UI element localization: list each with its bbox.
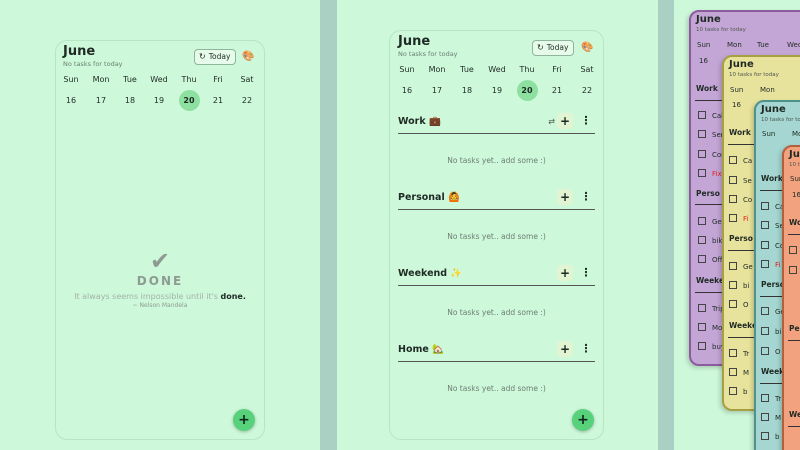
empty-message: No tasks yet.. add some :)	[447, 308, 546, 317]
day-mon[interactable]: Mon 17	[428, 65, 446, 95]
day-fri[interactable]: Fri 21	[212, 75, 224, 105]
day-fri[interactable]: Fri 21	[551, 65, 563, 95]
section-home: Home 🏡 + ⋮ No tasks yet.. add some :)	[398, 340, 595, 410]
task-item[interactable]: Fi	[729, 214, 748, 223]
more-menu-icon[interactable]: ⋮	[580, 114, 592, 127]
day-wed[interactable]: Wed 19	[150, 75, 168, 105]
add-button[interactable]: +	[557, 341, 573, 357]
done-label: DONE	[136, 274, 184, 288]
done-message: ✔ DONE It always seems impossible until …	[56, 249, 264, 309]
section-title: Personal 🙆	[398, 192, 460, 203]
today-button[interactable]: ↻ Today	[194, 49, 237, 65]
section-weekend: Weekend ✨ + ⋮ No tasks yet.. add some :)	[398, 264, 595, 334]
task-item[interactable]: O	[761, 347, 781, 356]
day-mon[interactable]: Mon 17	[92, 75, 110, 105]
right-theme-stack: June 10 tasks for today SunMonTueWed 16 …	[674, 0, 800, 450]
selected-date: 20	[516, 80, 538, 101]
task-item[interactable]: Se	[729, 176, 752, 185]
week-strip: Sun 16 Mon 17 Tue 18 Wed 19 Thu 20 Fri 21 Sat 2…	[392, 62, 602, 102]
task-item[interactable]: Fi	[761, 260, 780, 269]
selected-date: 20	[178, 90, 200, 111]
checkmark-icon: ✔	[149, 247, 171, 275]
calendar-card: June No tasks for today ↻ Today 🎨 Sun 16 M…	[55, 40, 265, 440]
section-work: Work 💼 ⇄ + ⋮ No tasks yet.. add some :)	[398, 112, 595, 182]
task-item[interactable]: b	[761, 432, 779, 441]
add-task-fab[interactable]: +	[572, 409, 594, 431]
task-item[interactable]: Fix	[698, 169, 722, 178]
empty-message: No tasks yet.. add some :)	[447, 384, 546, 393]
orange-theme-card: June 10 tasks for today Sun 16 Work Pers…	[782, 145, 800, 450]
task-item[interactable]: Mo	[698, 323, 722, 332]
task-item[interactable]: bi	[729, 281, 749, 290]
quote-author: ~ Nelson Mandela	[132, 302, 188, 309]
task-item[interactable]: O	[729, 300, 749, 309]
empty-message: No tasks yet.. add some :)	[447, 156, 546, 165]
task-item[interactable]: bik	[698, 236, 722, 245]
day-tue[interactable]: Tue 18	[123, 75, 137, 105]
palette-icon[interactable]: 🎨	[242, 51, 255, 62]
section-title: Weekend ✨	[398, 268, 463, 279]
task-item[interactable]: Ca	[729, 156, 752, 165]
task-item[interactable]: Ge	[761, 307, 785, 316]
task-item[interactable]: M	[761, 413, 781, 422]
task-item[interactable]: Ca	[761, 202, 784, 211]
task-item[interactable]: Tr	[729, 349, 749, 358]
refresh-icon: ↻	[199, 52, 206, 61]
add-button[interactable]: +	[557, 265, 573, 281]
more-menu-icon[interactable]: ⋮	[580, 342, 592, 355]
task-item[interactable]: Ge	[729, 262, 753, 271]
more-menu-icon[interactable]: ⋮	[580, 266, 592, 279]
left-phone-screen: June No tasks for today ↻ Today 🎨 Sun 16 M…	[0, 0, 320, 450]
day-thu[interactable]: Thu 20	[512, 62, 542, 102]
day-sun[interactable]: Sun 16	[399, 65, 415, 95]
task-item[interactable]: Se	[761, 221, 784, 230]
task-item[interactable]: Sen	[698, 130, 725, 139]
task-item[interactable]: M	[729, 368, 749, 377]
add-button[interactable]: +	[557, 113, 573, 129]
more-menu-icon[interactable]: ⋮	[580, 190, 592, 203]
task-item[interactable]: Off	[698, 255, 722, 264]
day-sat[interactable]: Sat 22	[240, 75, 254, 105]
task-item[interactable]: Tr	[761, 394, 781, 403]
week-strip: Sun 16 Mon 17 Tue 18 Wed 19 Thu 20 Fri 21 Sat 2…	[56, 72, 262, 112]
refresh-icon: ↻	[537, 43, 544, 52]
day-sun[interactable]: Sun 16	[63, 75, 79, 105]
quote: It always seems impossible until it's do…	[74, 292, 246, 301]
task-item[interactable]	[789, 266, 800, 275]
task-item[interactable]: Cor	[698, 150, 724, 159]
empty-message: No tasks yet.. add some :)	[447, 232, 546, 241]
palette-icon[interactable]: 🎨	[581, 42, 594, 53]
section-title: Home 🏡	[398, 344, 444, 355]
task-item[interactable]	[789, 246, 800, 255]
day-tue[interactable]: Tue 18	[460, 65, 474, 95]
task-item[interactable]: Co	[761, 241, 784, 250]
task-item[interactable]: bi	[761, 327, 781, 336]
task-item[interactable]: Co	[729, 195, 752, 204]
task-item[interactable]: Get	[698, 217, 724, 226]
section-title: Work 💼	[398, 116, 441, 127]
calendar-card: June No tasks for today ↻ Today 🎨 Sun 16 M…	[389, 30, 604, 440]
day-wed[interactable]: Wed 19	[488, 65, 506, 95]
task-item[interactable]: b	[729, 387, 747, 396]
tasks-summary: No tasks for today	[398, 50, 458, 58]
month-title: June	[63, 44, 96, 59]
today-button[interactable]: ↻ Today	[532, 40, 575, 56]
middle-phone-screen: June No tasks for today ↻ Today 🎨 Sun 16 M…	[337, 0, 658, 450]
task-item[interactable]: Cal	[698, 111, 723, 120]
add-task-fab[interactable]: +	[233, 409, 255, 431]
task-item[interactable]: buy	[698, 342, 725, 351]
add-button[interactable]: +	[557, 189, 573, 205]
day-sat[interactable]: Sat 22	[580, 65, 594, 95]
tasks-summary: No tasks for today	[63, 60, 123, 68]
month-title: June	[398, 34, 431, 49]
repeat-icon[interactable]: ⇄	[548, 117, 555, 126]
day-thu[interactable]: Thu 20	[174, 72, 204, 112]
task-item[interactable]: Trip	[698, 304, 725, 313]
section-personal: Personal 🙆 + ⋮ No tasks yet.. add some :…	[398, 188, 595, 258]
